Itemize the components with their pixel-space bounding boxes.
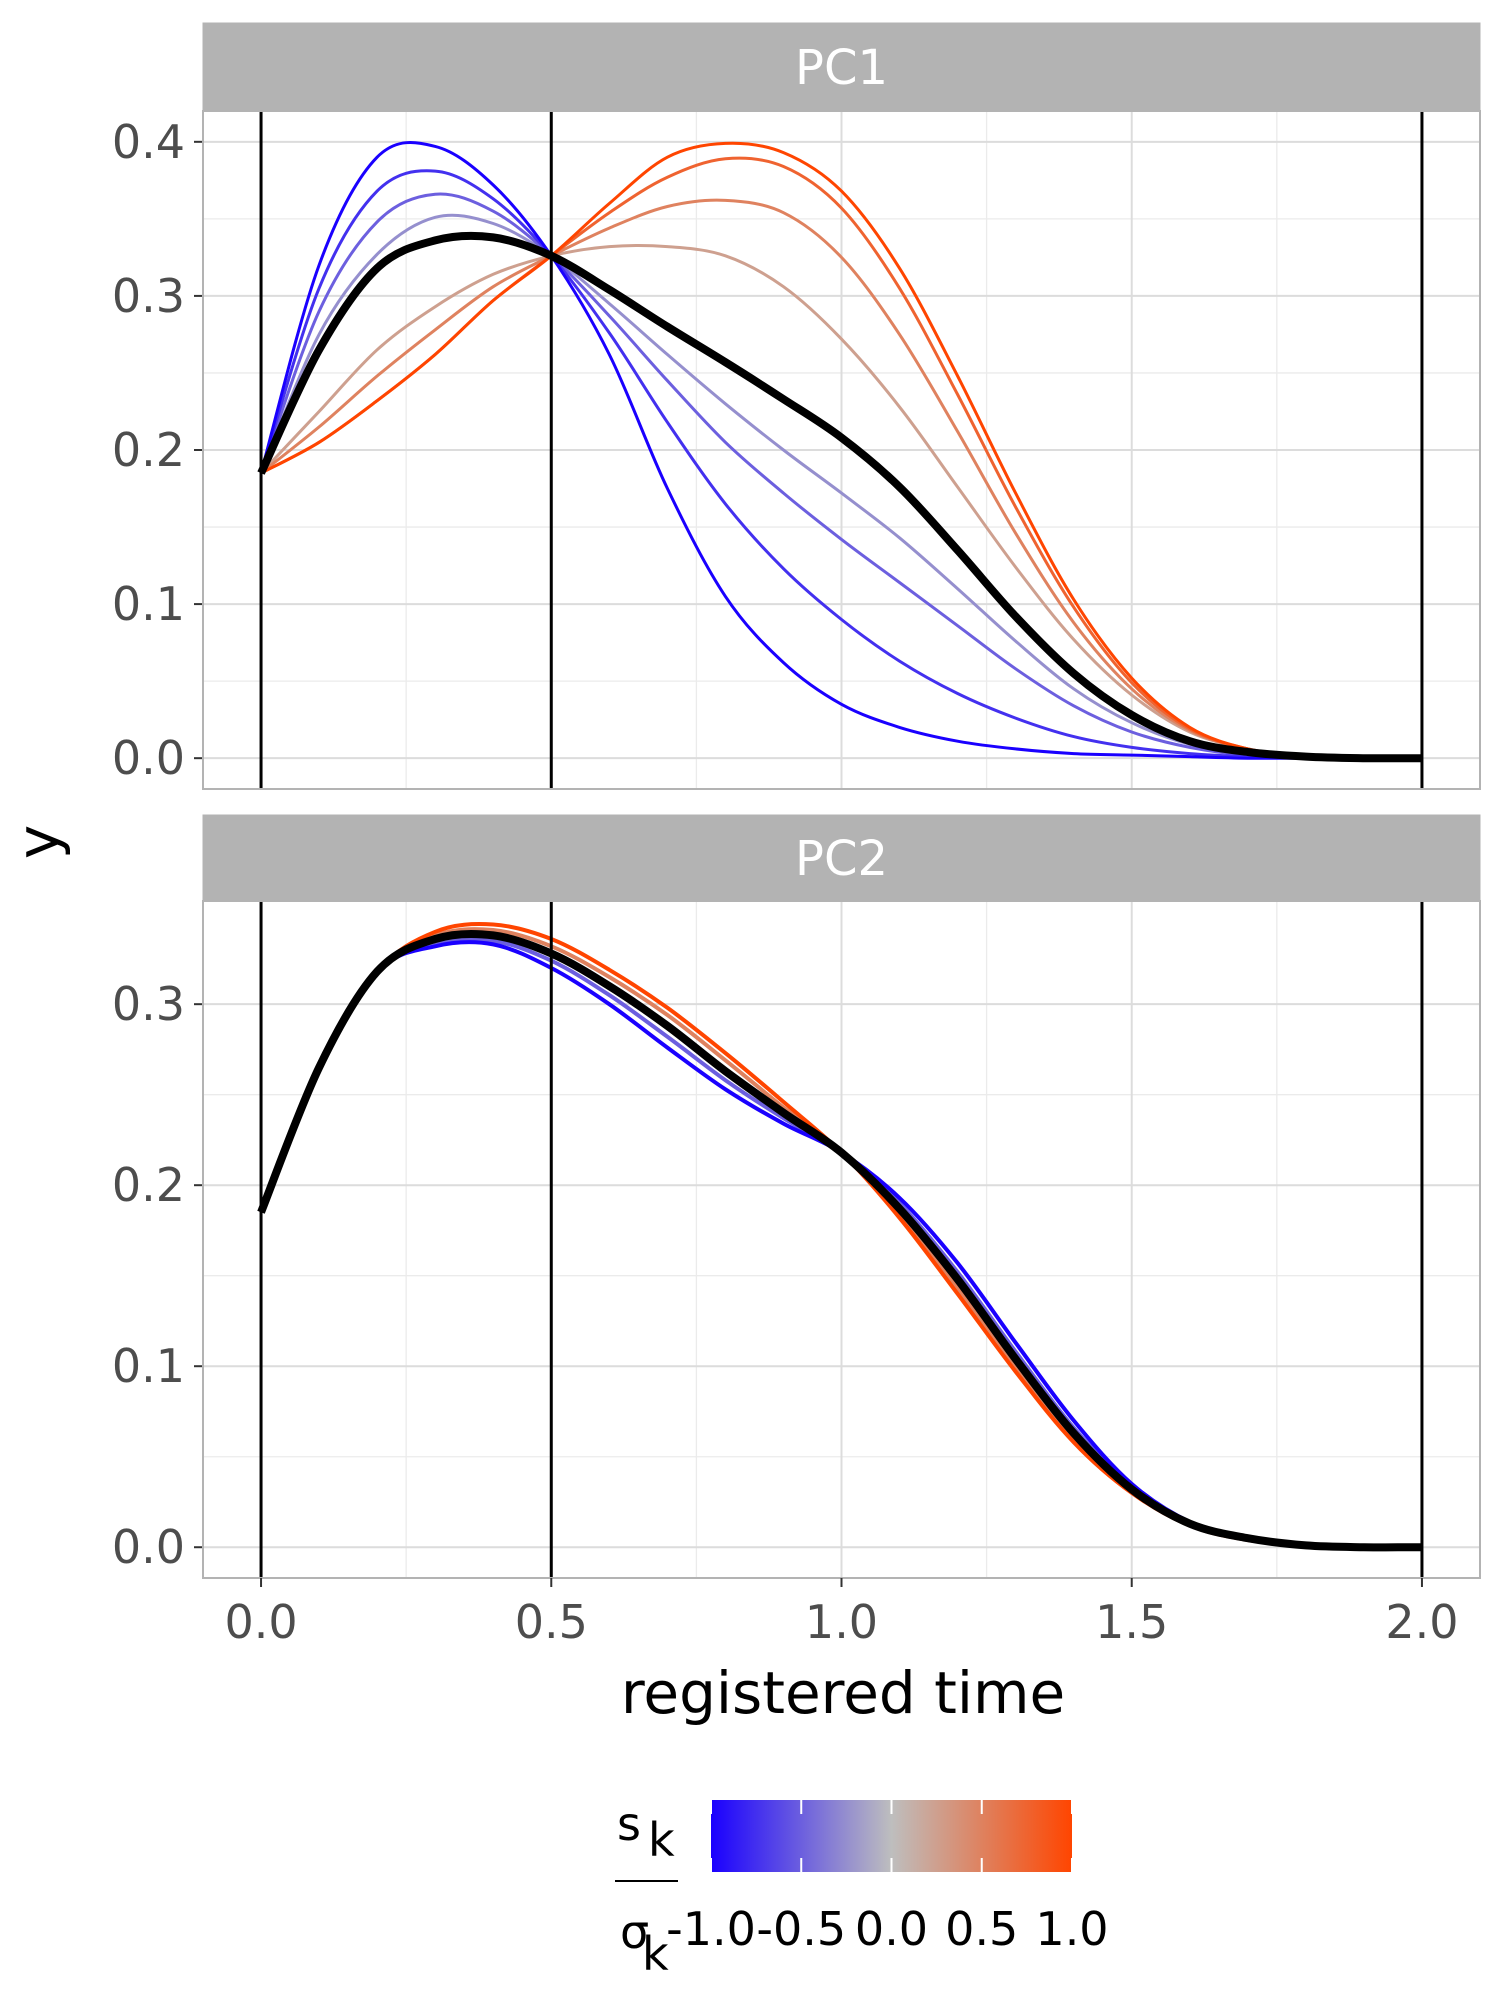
legend-title-numerator-sub: k [648, 1813, 675, 1867]
x-axis-title: registered time [621, 1659, 1065, 1727]
colorbar-label: -0.5 [756, 1902, 846, 1956]
series-line-score--1 [259, 141, 1422, 760]
y-tick-label: 0.3 [112, 977, 185, 1031]
series-line-score--0.5 [259, 192, 1423, 760]
legend-title-denominator: σ [620, 1905, 649, 1959]
mean-line [257, 929, 1423, 1552]
y-axis: 0.0 0.1 0.2 0.3 [112, 977, 203, 1574]
legend-title-numerator: s [617, 1797, 641, 1851]
series-line-score-1 [260, 141, 1423, 760]
y-tick-label: 0.0 [112, 1520, 185, 1574]
panel-pc1: PC1 0.0 0.1 0.2 0.3 0.4 [112, 22, 1481, 790]
panel-border [202, 110, 1481, 790]
y-axis: 0.0 0.1 0.2 0.3 0.4 [112, 115, 203, 785]
legend: -1.0 -0.5 0.0 0.5 1.0s kσk [615, 1797, 1109, 1981]
y-tick-label: 0.1 [112, 1339, 185, 1393]
x-tick-label: 1.5 [1095, 1595, 1168, 1649]
strip-background [202, 22, 1481, 112]
x-tick-label: 0.5 [515, 1595, 588, 1649]
y-axis-title: y [4, 825, 72, 859]
panels-group: PC1 0.0 0.1 0.2 0.3 0.4 PC2 0.0 0.1 0.2 0.3 0.0 0.5 1… [112, 22, 1481, 1649]
legend-title-denominator-sub: k [642, 1927, 669, 1981]
series-lines [259, 141, 1423, 760]
y-tick-label: 0.0 [112, 731, 185, 785]
panel-pc2: PC2 0.0 0.1 0.2 0.3 0.0 0.5 1.0 1.5 2.0 [112, 814, 1481, 1649]
x-tick-label: 2.0 [1385, 1595, 1458, 1649]
y-tick-label: 0.4 [112, 115, 185, 169]
strip-label: PC1 [795, 40, 888, 96]
strip-label: PC2 [795, 831, 888, 887]
x-axis: 0.0 0.5 1.0 1.5 2.0 [224, 1578, 1459, 1649]
x-tick-label: 1.0 [805, 1595, 878, 1649]
x-tick-label: 0.0 [224, 1595, 297, 1649]
strip-background [202, 814, 1481, 902]
colorbar-label: -1.0 [666, 1902, 756, 1956]
y-tick-label: 0.1 [112, 577, 185, 631]
mean-line [257, 231, 1423, 763]
y-tick-label: 0.3 [112, 269, 185, 323]
y-tick-label: 0.2 [112, 423, 185, 477]
colorbar-label: 1.0 [1035, 1902, 1108, 1956]
legend-title: s kσk [615, 1797, 678, 1981]
colorbar-label: 0.5 [945, 1902, 1018, 1956]
colorbar-label: 0.0 [855, 1902, 928, 1956]
y-tick-label: 0.2 [112, 1158, 185, 1212]
series-line-score--0.75 [259, 169, 1422, 760]
